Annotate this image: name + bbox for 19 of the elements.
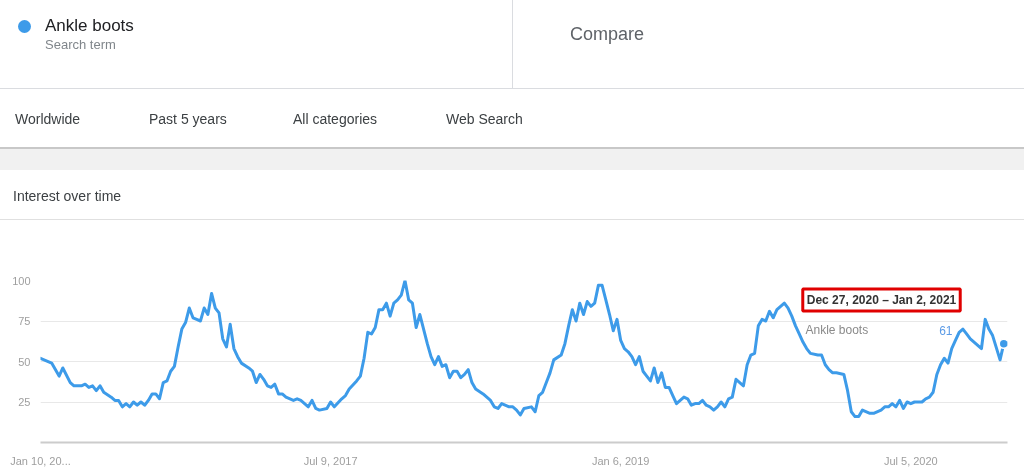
chart-title: Interest over time: [13, 187, 122, 206]
text: Web Search: [446, 110, 523, 129]
y-tick-label: 25: [18, 396, 31, 408]
x-tick-label: Jan 10, 20...: [10, 454, 71, 467]
text: Search term: [45, 36, 116, 54]
text: Ankle boots: [805, 323, 869, 338]
annotation: 61: [939, 323, 953, 338]
y-tick-label: 100: [12, 274, 31, 287]
text: Worldwide: [15, 110, 81, 129]
y-tick-label: 50: [18, 355, 31, 368]
annotation: Dec 27, 2020 – Jan 2, 2021: [806, 293, 957, 308]
text: Compare: [570, 23, 645, 46]
x-tick-label: Jul 9, 2017: [303, 454, 358, 467]
legend-label: Ankle boots: [45, 15, 134, 37]
x-tick-label: Jul 5, 2020: [883, 454, 938, 467]
y-tick-label: 75: [18, 315, 31, 327]
x-tick-label: Jan 6, 2019: [591, 454, 650, 467]
text: All categories: [293, 110, 378, 129]
text: Past 5 years: [149, 110, 227, 129]
